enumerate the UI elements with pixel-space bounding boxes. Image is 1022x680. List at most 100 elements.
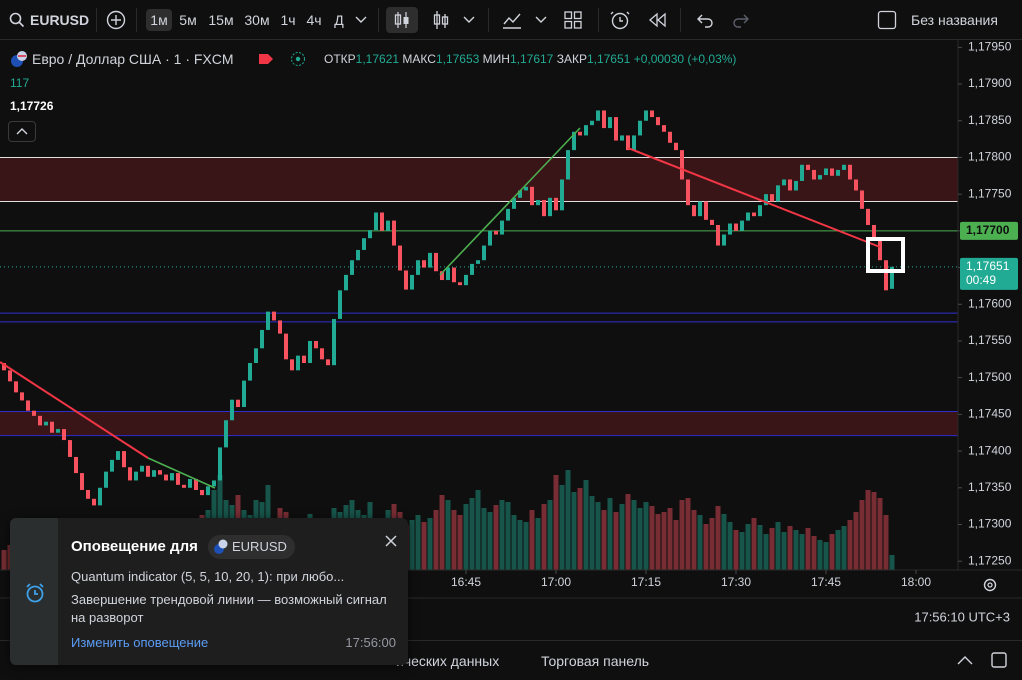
candle-body xyxy=(20,392,24,401)
candle-body xyxy=(614,117,618,141)
candle-body xyxy=(452,267,456,283)
alert-strip xyxy=(10,518,58,665)
candle-body xyxy=(434,252,438,272)
volume-bar xyxy=(625,494,631,570)
candle-body xyxy=(716,224,720,246)
volume-bar xyxy=(817,540,823,570)
trend-line xyxy=(0,361,149,459)
candle-body xyxy=(74,456,78,474)
symbol[interactable]: EURUSD xyxy=(30,12,90,28)
candle-body xyxy=(638,120,642,136)
volume-bar xyxy=(727,522,733,570)
y-tick-label: 1,17500 xyxy=(968,370,1012,384)
interval[interactable]: 1м xyxy=(146,9,172,31)
chevron[interactable] xyxy=(462,14,476,26)
candle-body xyxy=(560,179,564,211)
interval[interactable]: Д xyxy=(334,12,344,28)
y-tick-label: 1,17950 xyxy=(968,40,1012,54)
interval[interactable]: 1ч xyxy=(280,12,296,28)
candle-body xyxy=(62,429,66,441)
interval[interactable]: 4ч xyxy=(306,12,322,28)
alert-message: Завершение трендовой линии — возможный с… xyxy=(71,592,387,625)
close-button[interactable] xyxy=(384,534,398,548)
clock: 17:56:10 UTC+3 xyxy=(914,609,1010,624)
layout-checkbox[interactable] xyxy=(877,10,897,30)
chevron[interactable] xyxy=(354,14,368,26)
candle-body xyxy=(674,142,678,151)
candle-body xyxy=(242,380,246,408)
volume-bar xyxy=(811,536,817,570)
candle-body xyxy=(254,348,258,363)
candle-body xyxy=(224,420,228,448)
settings-icon[interactable] xyxy=(983,578,997,592)
chart-type[interactable] xyxy=(386,7,418,33)
y-tick-label: 1,17250 xyxy=(968,553,1012,567)
alarm-icon xyxy=(26,583,44,603)
candle-body xyxy=(458,282,462,286)
maximize[interactable] xyxy=(990,651,1008,669)
change: +0,00030 (+0,03%) xyxy=(633,52,737,66)
volume-bar xyxy=(757,525,763,570)
candle-body xyxy=(704,201,708,220)
candle-body xyxy=(506,208,510,221)
ohlc: ОТКР1,17621 МАКС1,17653 МИН1,17617 ЗАКР1… xyxy=(324,52,736,66)
candle-body xyxy=(734,223,738,231)
ohlc-value: 1,17653 xyxy=(435,52,480,66)
chevron[interactable] xyxy=(534,14,548,26)
panel-tab[interactable]: ических данных xyxy=(396,653,500,669)
expand-panel[interactable] xyxy=(955,653,975,667)
layout-name[interactable]: Без названия xyxy=(911,12,998,28)
candle-body xyxy=(446,267,450,281)
alert-action[interactable]: Изменить оповещение xyxy=(71,635,209,650)
candle-body xyxy=(776,185,780,202)
candle-body xyxy=(374,212,378,231)
add-symbol[interactable] xyxy=(105,9,127,31)
redo[interactable] xyxy=(730,10,752,30)
candle-body xyxy=(176,473,180,485)
collapse-button[interactable] xyxy=(8,121,36,142)
volume-bar xyxy=(427,518,433,570)
y-tick-label: 1,17900 xyxy=(968,76,1012,90)
indicator-icon[interactable] xyxy=(430,8,454,32)
candle-body xyxy=(218,447,222,481)
candle-body xyxy=(338,290,342,319)
indicators[interactable] xyxy=(500,8,524,32)
search-icon[interactable] xyxy=(9,12,25,28)
alert-symbol[interactable]: EURUSD xyxy=(208,535,295,559)
candle-body xyxy=(512,197,516,209)
candle-body xyxy=(290,359,294,371)
panel-tab[interactable]: Торговая панель xyxy=(541,653,650,669)
volume-bar xyxy=(565,470,571,570)
candle-body xyxy=(470,263,474,275)
interval[interactable]: 5м xyxy=(179,12,197,28)
volume-bar xyxy=(595,502,601,570)
volume-bar xyxy=(739,532,745,570)
volume-bar xyxy=(793,530,799,570)
candle-body xyxy=(860,190,864,209)
alert-add[interactable] xyxy=(608,8,632,32)
candle-body xyxy=(356,249,360,261)
zone xyxy=(0,411,958,436)
candle-body xyxy=(410,274,414,290)
market-status xyxy=(291,52,305,66)
volume-bar xyxy=(685,498,691,570)
layouts[interactable] xyxy=(562,9,584,31)
volume-bar xyxy=(451,510,457,570)
interval[interactable]: 30м xyxy=(244,12,270,28)
candle-body xyxy=(518,190,522,198)
candle-body xyxy=(524,186,528,191)
candle-body xyxy=(404,270,408,290)
candle-body xyxy=(194,478,198,490)
candle-body xyxy=(656,117,660,126)
candle-body xyxy=(476,260,480,264)
candle-body xyxy=(398,245,402,271)
undo[interactable] xyxy=(694,10,716,30)
interval[interactable]: 15м xyxy=(208,12,234,28)
candle-body xyxy=(482,245,486,261)
candle-body xyxy=(746,212,750,221)
ohlc-value: 1,17617 xyxy=(509,52,554,66)
replay[interactable] xyxy=(646,10,668,30)
y-tick-label: 1,17400 xyxy=(968,443,1012,457)
volume-bar xyxy=(607,498,613,570)
volume-bar xyxy=(877,498,883,570)
